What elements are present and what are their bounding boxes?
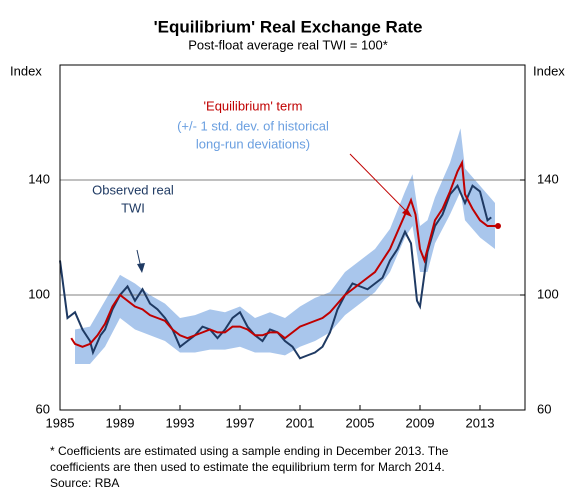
band <box>75 128 495 364</box>
arrowhead <box>402 208 412 217</box>
arrowhead <box>137 263 145 273</box>
plot-frame <box>59 64 526 411</box>
x-tick-label: 2005 <box>346 415 375 430</box>
arrow <box>349 153 409 214</box>
x-tick-label: 2009 <box>406 415 435 430</box>
chart-title: 'Equilibrium' Real Exchange Rate <box>154 17 423 36</box>
line <box>70 159 498 348</box>
chart-subtitle: Post-float average real TWI = 100* <box>188 37 388 52</box>
footnote: * Coefficients are estimated using a sam… <box>50 444 449 458</box>
annotation: 'Equilibrium' term <box>204 98 303 113</box>
y2-tick-label: 100 <box>537 286 559 301</box>
annotation: (+/- 1 std. dev. of historical <box>177 118 329 133</box>
footnote: Source: RBA <box>50 476 119 490</box>
y2-axis-label: Index <box>533 63 565 78</box>
y-tick-label: 60 <box>36 401 50 416</box>
x-tick-label: 2013 <box>466 415 495 430</box>
y2-tick-label: 140 <box>537 171 559 186</box>
x-tick-label: 1997 <box>226 415 255 430</box>
y2-tick-label: 60 <box>537 401 551 416</box>
x-tick-label: 1993 <box>166 415 195 430</box>
annotation: TWI <box>121 200 145 215</box>
annotation: Observed real <box>92 182 174 197</box>
y-axis-label: Index <box>10 63 42 78</box>
x-tick-label: 1989 <box>106 415 135 430</box>
annotation: long-run deviations) <box>196 136 310 151</box>
y-tick-label: 100 <box>28 286 50 301</box>
x-tick-label: 1985 <box>46 415 75 430</box>
point-marker <box>495 223 501 229</box>
y-tick-label: 140 <box>28 171 50 186</box>
footnote: coefficients are then used to estimate t… <box>50 460 445 474</box>
x-tick-label: 2001 <box>286 415 315 430</box>
